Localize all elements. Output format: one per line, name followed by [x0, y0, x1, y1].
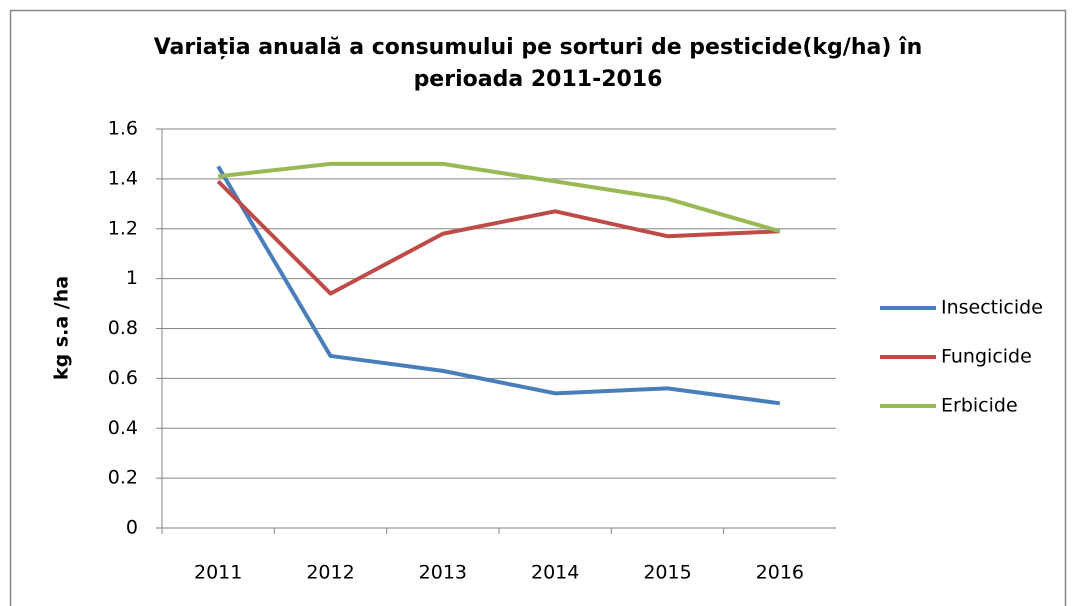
x-tick-label: 2014 — [531, 562, 579, 584]
series-line — [216, 179, 780, 296]
y-tick-label: 0.6 — [108, 367, 138, 389]
y-axis-label: kg s.a /ha — [51, 276, 73, 380]
x-tick-label: 2016 — [756, 562, 804, 584]
legend-label: Insecticide — [941, 297, 1043, 319]
y-tick-label: 0.8 — [108, 317, 138, 339]
chart-title: Variația anuală a consumului pe sorturi … — [153, 35, 923, 92]
y-tick-label: 0 — [126, 517, 138, 539]
legend-label: Fungicide — [941, 346, 1032, 368]
y-tick-label: 1.2 — [108, 217, 138, 239]
chart-border — [9, 9, 1067, 606]
x-tick-label: 2015 — [643, 562, 691, 584]
series-line — [217, 161, 781, 234]
y-tick-label: 0.2 — [108, 467, 138, 489]
series-line — [216, 165, 781, 406]
x-tick-label: 2011 — [194, 562, 242, 584]
x-tick-label: 2012 — [306, 562, 354, 584]
x-tick-label: 2013 — [419, 562, 467, 584]
y-tick-label: 1.4 — [108, 167, 138, 189]
y-tick-label: 0.4 — [108, 417, 138, 439]
y-tick-label: 1 — [126, 267, 138, 289]
legend-label: Erbicide — [941, 395, 1018, 417]
y-tick-label: 1.6 — [108, 118, 138, 140]
